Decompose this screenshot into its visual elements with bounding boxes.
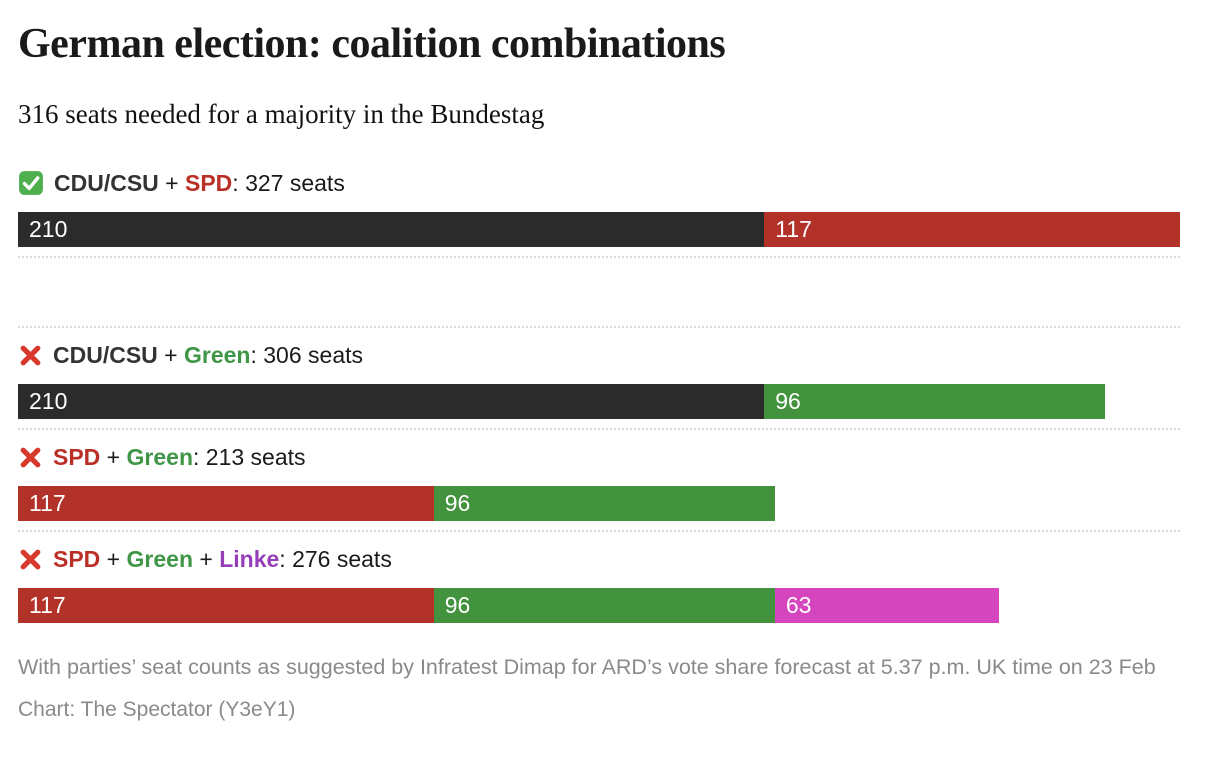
- segment-seat-value: 96: [444, 490, 471, 516]
- segment-seat-value: 96: [775, 388, 801, 414]
- coalition-bar: 117 96 63: [18, 588, 1180, 623]
- coalition-label: CDU/CSU + Green: 306 seats: [18, 341, 1180, 374]
- coalition-label: SPD + Green: 213 seats: [18, 443, 1180, 476]
- party-name: CDU/CSU: [53, 342, 158, 368]
- no-majority-cross-icon: [18, 547, 43, 578]
- segment-seat-value: 117: [29, 592, 66, 618]
- coalition-row: SPD + Green: 213 seats 117 96: [18, 443, 1180, 521]
- segment-seat-value: 117: [775, 216, 812, 242]
- no-majority-cross-icon: [18, 445, 43, 476]
- bar-segment-green: 96: [433, 486, 775, 521]
- coalition-row: CDU/CSU + Green: 306 seats 210 96: [18, 341, 1180, 419]
- coalition-bar: 210 117: [18, 212, 1180, 247]
- coalition-total-seats: : 306 seats: [250, 342, 364, 368]
- party-name: Green: [126, 444, 193, 470]
- coalition-total-seats: : 213 seats: [193, 444, 306, 470]
- no-majority-cross-icon: [18, 343, 43, 374]
- coalition-label: CDU/CSU + SPD: 327 seats: [18, 169, 1180, 202]
- plus-separator: +: [100, 444, 127, 470]
- party-name: Green: [184, 342, 251, 368]
- bar-segment-cdu-csu: 210: [18, 384, 765, 419]
- coalition-row: SPD + Green + Linke: 276 seats 117 96 63: [18, 545, 1180, 623]
- dotted-separator: [18, 326, 1180, 328]
- bar-segment-spd: 117: [18, 486, 434, 521]
- coalition-total-seats: : 276 seats: [279, 546, 392, 572]
- bar-segment-spd: 117: [764, 212, 1180, 247]
- page-title: German election: coalition combinations: [18, 21, 726, 67]
- party-name: SPD: [185, 170, 233, 196]
- segment-seat-value: 210: [29, 388, 68, 414]
- majority-check-icon: [18, 170, 44, 202]
- plus-separator: +: [158, 170, 185, 196]
- bar-segment-linke: 63: [774, 588, 999, 623]
- bar-segment-green: 96: [433, 588, 775, 623]
- coalition-label: SPD + Green + Linke: 276 seats: [18, 545, 1180, 578]
- dotted-separator: [18, 428, 1180, 430]
- coalition-total-seats: : 327 seats: [232, 170, 345, 196]
- party-name: Green: [126, 546, 193, 572]
- party-name: SPD: [53, 444, 101, 470]
- segment-seat-value: 117: [29, 490, 66, 516]
- party-name: SPD: [53, 546, 101, 572]
- coalition-bar: 117 96: [18, 486, 1180, 521]
- segment-seat-value: 210: [29, 216, 68, 242]
- bar-segment-cdu-csu: 210: [18, 212, 765, 247]
- chart-page: German election: coalition combinations …: [18, 21, 1180, 721]
- chart-notes: With parties’ seat counts as suggested b…: [18, 655, 1156, 679]
- coalition-chart: CDU/CSU + SPD: 327 seats 210 117 CDU/CSU + …: [18, 169, 1180, 623]
- coalition-row: CDU/CSU + SPD: 327 seats 210 117: [18, 169, 1180, 247]
- chart-credit: Chart: The Spectator (Y3eY1): [18, 698, 296, 721]
- coalition-bar: 210 96: [18, 384, 1180, 419]
- party-name: Linke: [219, 546, 280, 572]
- dotted-separator: [18, 530, 1180, 532]
- dotted-separator: [18, 256, 1180, 258]
- section-spacer: [18, 258, 1180, 317]
- bar-segment-spd: 117: [18, 588, 434, 623]
- plus-separator: +: [193, 546, 220, 572]
- party-name: CDU/CSU: [54, 170, 159, 196]
- bar-segment-green: 96: [764, 384, 1106, 419]
- chart-subtitle: 316 seats needed for a majority in the B…: [18, 99, 545, 129]
- segment-seat-value: 96: [444, 592, 471, 618]
- segment-seat-value: 63: [785, 592, 812, 618]
- plus-separator: +: [157, 342, 184, 368]
- plus-separator: +: [100, 546, 127, 572]
